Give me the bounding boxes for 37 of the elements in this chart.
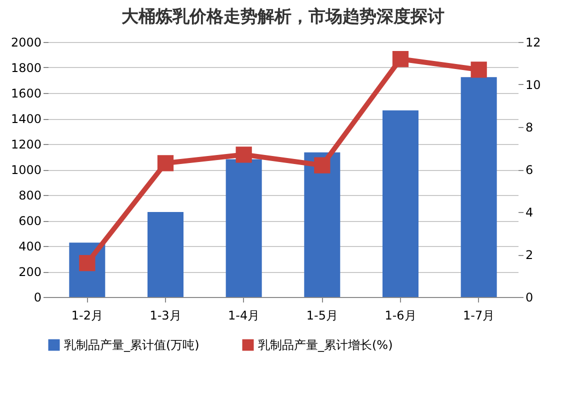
point — [470, 62, 487, 78]
y-tick-label: 0 — [34, 290, 42, 304]
y-tick-label: 1600 — [10, 86, 42, 100]
bar — [460, 77, 497, 297]
y2-tick-label: 4 — [526, 206, 534, 220]
y-tick-label: 1400 — [10, 112, 42, 126]
legend-label: 乳制品产量_累计值(万吨) — [64, 338, 200, 352]
bar — [382, 110, 418, 297]
y-tick-label: 1000 — [10, 163, 42, 177]
y2-tick-label: 2 — [526, 248, 534, 262]
x-tick-label: 1-7月 — [463, 308, 495, 322]
y2-tick-label: 8 — [526, 120, 534, 134]
y-tick-label: 200 — [18, 265, 42, 279]
y2-tick-label: 6 — [526, 163, 534, 177]
x-tick-label: 1-5月 — [306, 308, 338, 322]
point — [157, 155, 174, 172]
y-tick-label: 800 — [18, 188, 42, 202]
y-tick-label: 600 — [18, 214, 42, 228]
bar — [304, 152, 340, 297]
y2-tick-label: 0 — [526, 290, 534, 304]
y-tick-label: 1200 — [10, 138, 42, 152]
y2-tick-label: 12 — [526, 36, 541, 50]
chart-title: 大桶炼乳价格走势解析，市场趋势深度探讨 — [122, 7, 444, 27]
x-tick-label: 1-6月 — [384, 308, 416, 322]
point — [236, 146, 252, 163]
legend-label: 乳制品产量_累计增长(%) — [258, 338, 393, 352]
x-tick-label: 1-4月 — [228, 308, 260, 322]
point — [392, 50, 409, 68]
y-tick-label: 1800 — [10, 61, 42, 75]
point — [314, 157, 330, 174]
bar — [148, 212, 184, 297]
y-tick-label: 2000 — [10, 36, 42, 50]
x-tick-label: 1-2月 — [71, 308, 103, 322]
y-tick-label: 400 — [18, 240, 42, 254]
bar — [226, 159, 262, 297]
y2-tick-label: 10 — [526, 78, 541, 92]
x-tick-label: 1-3月 — [150, 308, 182, 322]
